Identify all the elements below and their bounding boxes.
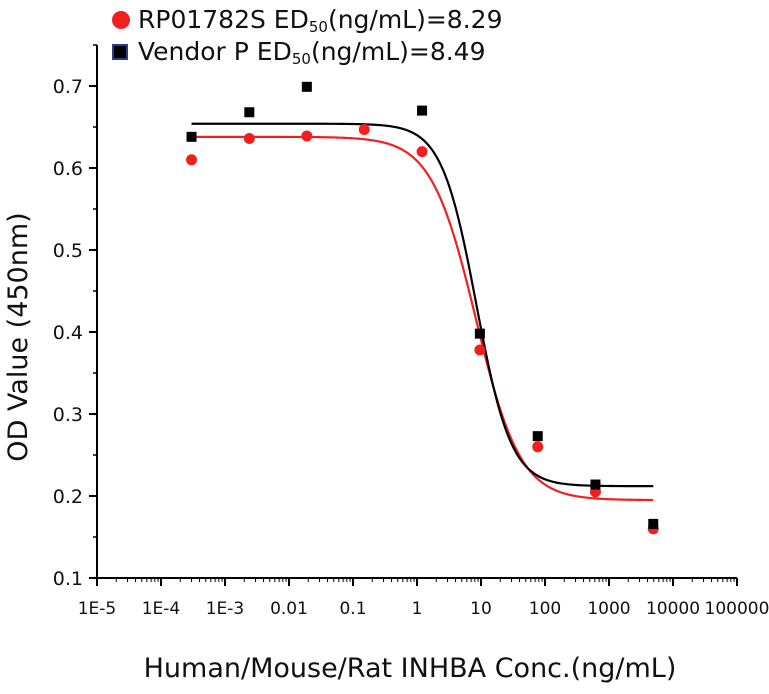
x-tick-label: 0.01 <box>270 599 308 619</box>
point-vendor-p <box>186 131 197 142</box>
point-vendor-p <box>590 479 601 490</box>
point-rp01782s <box>186 154 198 166</box>
x-tick-label: 1E-5 <box>78 599 117 619</box>
fit-curve-rp01782s <box>191 135 654 502</box>
point-vendor-p <box>301 81 312 92</box>
point-rp01782s <box>358 123 370 135</box>
x-tick-label: 1E-4 <box>142 599 181 619</box>
y-tick-label: 0.5 <box>53 240 83 262</box>
black-square-marker-icon <box>112 44 128 60</box>
y-tick-label: 0.6 <box>53 158 83 180</box>
x-tick-label: 10000 <box>646 599 700 619</box>
axes <box>89 44 738 586</box>
x-tick-label: 100 <box>529 599 561 619</box>
y-tick-label: 0.7 <box>53 76 83 98</box>
x-tick-label: 100000 <box>705 599 769 619</box>
legend: RP01782S ED50(ng/mL)=8.29 Vendor P ED50(… <box>112 4 502 68</box>
y-axis-label: OD Value (450nm) <box>3 212 34 461</box>
x-tick-label: 1E-3 <box>206 599 245 619</box>
y-tick-label: 0.1 <box>53 568 83 590</box>
point-vendor-p <box>417 105 428 116</box>
point-rp01782s <box>416 146 428 158</box>
point-vendor-p <box>532 431 543 442</box>
y-tick-label: 0.4 <box>53 322 83 344</box>
point-vendor-p <box>244 107 255 118</box>
fit-curves <box>191 122 654 502</box>
point-rp01782s <box>474 344 486 356</box>
x-axis-label: Human/Mouse/Rat INHBA Conc.(ng/mL) <box>144 653 677 684</box>
fit-curve-vendor-p <box>191 122 654 488</box>
x-tick-label: 1 <box>412 599 423 619</box>
x-tick-label: 1000 <box>587 599 630 619</box>
point-rp01782s <box>532 441 544 453</box>
y-tick-label: 0.2 <box>53 486 83 508</box>
legend-item-rp01782s: RP01782S ED50(ng/mL)=8.29 <box>112 4 502 36</box>
data-points <box>186 81 659 535</box>
x-tick-label: 10 <box>470 599 492 619</box>
red-circle-marker-icon <box>112 11 130 29</box>
legend-item-vendor-p: Vendor P ED50(ng/mL)=8.49 <box>112 36 502 68</box>
point-vendor-p <box>474 328 485 339</box>
y-tick-label: 0.3 <box>53 404 83 426</box>
point-vendor-p <box>648 518 659 529</box>
point-rp01782s <box>301 130 313 142</box>
tick-labels: 0.1 0.2 0.3 0.4 0.5 0.6 0.7 1E-5 1E-4 1E-3 0.01 0.1… <box>53 76 769 619</box>
x-tick-label: 0.1 <box>339 599 366 619</box>
legend-label-rp01782s: RP01782S ED50(ng/mL)=8.29 <box>138 5 503 36</box>
point-rp01782s <box>243 132 255 144</box>
legend-label-vendor-p: Vendor P ED50(ng/mL)=8.49 <box>138 37 486 68</box>
